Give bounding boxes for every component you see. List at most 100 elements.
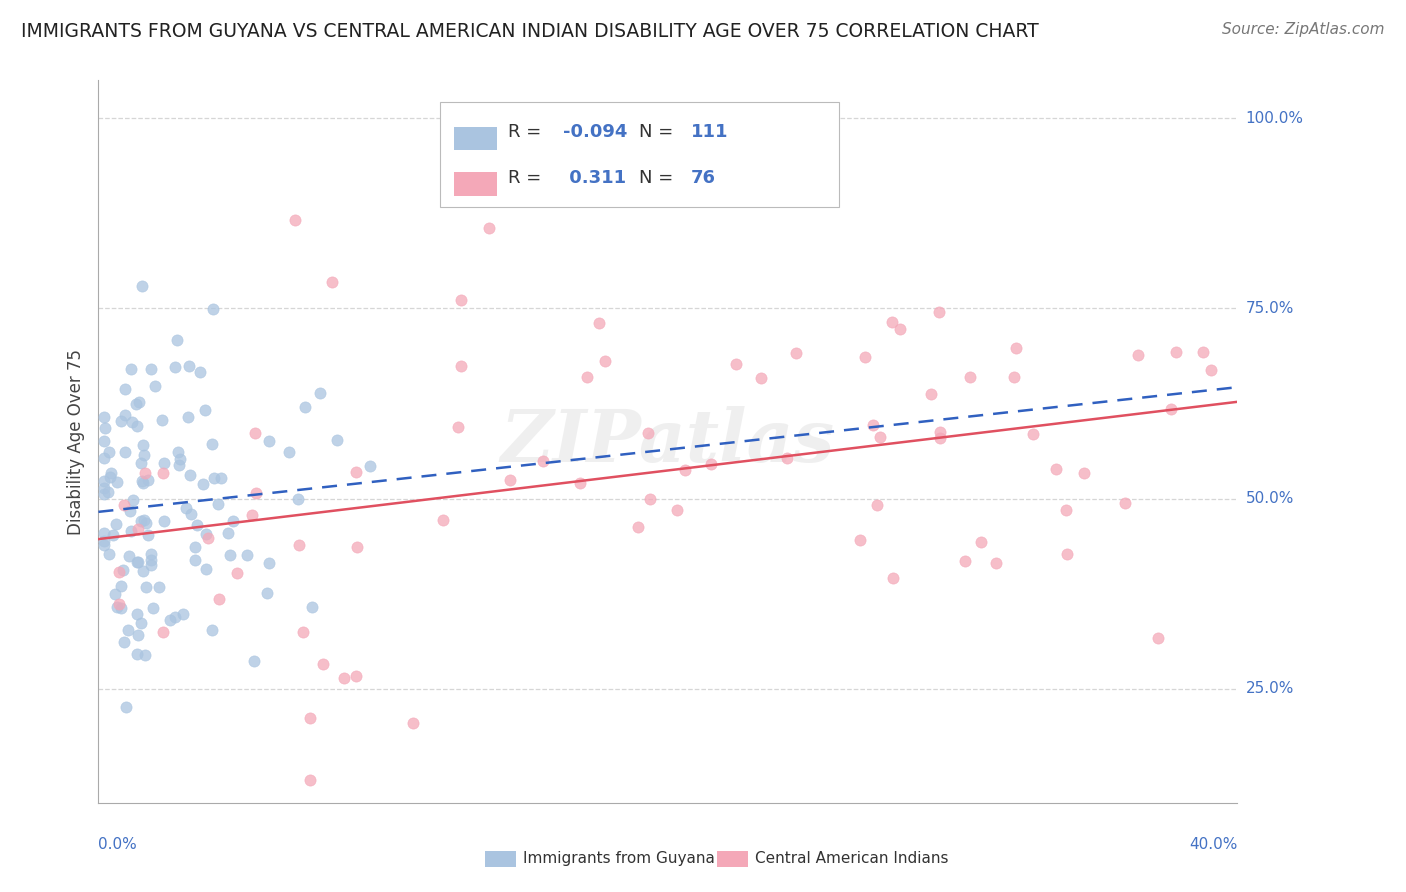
Point <box>785 346 807 360</box>
Point <box>217 525 239 540</box>
Point <box>169 458 191 473</box>
Point <box>169 451 191 466</box>
Point <box>125 555 148 569</box>
Point <box>309 386 332 401</box>
Text: 40.0%: 40.0% <box>1189 837 1237 852</box>
Point <box>869 429 891 443</box>
Point <box>167 444 190 458</box>
Point <box>121 415 143 429</box>
Point <box>1021 427 1043 442</box>
Point <box>222 514 245 528</box>
Point <box>1166 345 1188 359</box>
Point <box>97 445 120 459</box>
Point <box>326 433 349 447</box>
Point <box>148 580 170 594</box>
Point <box>294 401 316 415</box>
Point <box>183 541 205 555</box>
Point <box>225 566 247 581</box>
Point <box>134 467 156 481</box>
Point <box>333 671 356 685</box>
Point <box>186 518 208 533</box>
Point <box>107 597 129 611</box>
Point <box>311 657 333 671</box>
Point <box>152 456 174 470</box>
Point <box>588 316 610 330</box>
Point <box>640 491 662 506</box>
Point <box>100 467 122 481</box>
Point <box>166 334 188 348</box>
Point <box>127 555 149 569</box>
Point <box>1054 503 1077 517</box>
Point <box>143 379 166 393</box>
Point <box>1160 402 1182 417</box>
Point <box>202 471 225 485</box>
Point <box>110 414 132 428</box>
Point <box>627 520 650 534</box>
Text: Central American Indians: Central American Indians <box>755 852 949 866</box>
Point <box>177 409 200 424</box>
Point <box>207 497 229 511</box>
Point <box>135 580 157 594</box>
Point <box>179 468 201 483</box>
Point <box>128 395 150 409</box>
Point <box>159 613 181 627</box>
Point <box>127 628 149 642</box>
Point <box>195 562 218 576</box>
Text: 0.0%: 0.0% <box>98 837 138 852</box>
Point <box>450 293 472 307</box>
Point <box>1056 547 1078 561</box>
Point <box>240 508 263 523</box>
Point <box>163 609 186 624</box>
Point <box>129 456 152 470</box>
Point <box>853 350 876 364</box>
Y-axis label: Disability Age Over 75: Disability Age Over 75 <box>66 349 84 534</box>
Text: 0.311: 0.311 <box>562 169 626 186</box>
Text: 76: 76 <box>690 169 716 186</box>
Point <box>104 517 127 532</box>
Point <box>172 607 194 621</box>
Point <box>299 772 322 787</box>
Point <box>110 578 132 592</box>
Point <box>150 413 173 427</box>
Point <box>359 458 381 473</box>
Point <box>346 540 368 554</box>
Point <box>955 554 977 568</box>
Point <box>218 549 240 563</box>
Text: ZIPatlas: ZIPatlas <box>501 406 835 477</box>
Point <box>93 409 115 424</box>
Point <box>862 417 884 432</box>
Point <box>568 476 591 491</box>
Point <box>191 476 214 491</box>
Point <box>700 457 723 471</box>
Point <box>120 524 142 538</box>
Text: N =: N = <box>640 123 679 141</box>
Point <box>236 548 259 562</box>
Point <box>97 484 120 499</box>
Point <box>163 359 186 374</box>
Point <box>112 635 135 649</box>
Point <box>450 359 472 373</box>
Point <box>114 408 136 422</box>
Point <box>97 547 120 561</box>
Point <box>104 587 127 601</box>
Point <box>344 465 367 479</box>
Point <box>882 571 904 585</box>
Point <box>139 558 162 572</box>
Point <box>93 487 115 501</box>
Point <box>93 434 115 448</box>
Point <box>101 528 124 542</box>
Point <box>724 357 747 371</box>
Point <box>193 403 215 417</box>
Point <box>928 305 950 319</box>
Point <box>243 654 266 668</box>
FancyBboxPatch shape <box>454 127 498 151</box>
Point <box>110 601 132 615</box>
Point <box>107 599 129 614</box>
Point <box>180 508 202 522</box>
Point <box>115 700 138 714</box>
Point <box>284 213 307 227</box>
Point <box>1192 344 1215 359</box>
Point <box>202 301 225 316</box>
Point <box>142 601 165 615</box>
Point <box>125 647 148 661</box>
